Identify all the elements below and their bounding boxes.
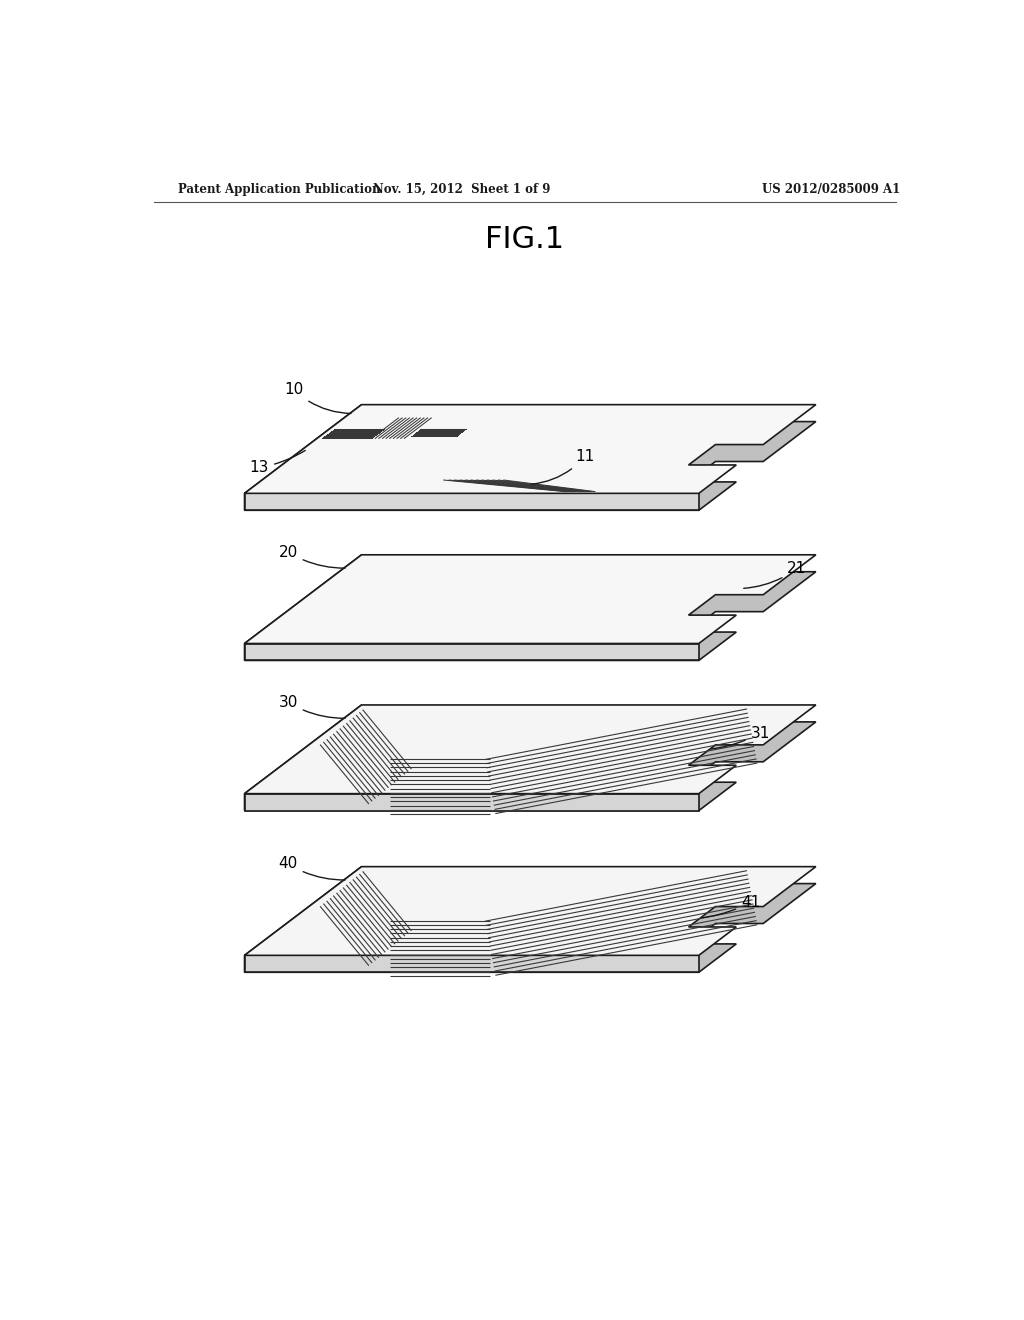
Polygon shape	[245, 644, 698, 660]
Text: FIG.1: FIG.1	[485, 224, 564, 253]
Polygon shape	[245, 572, 816, 660]
Polygon shape	[245, 554, 816, 644]
Polygon shape	[245, 705, 816, 793]
Polygon shape	[245, 494, 698, 511]
Text: 30: 30	[279, 694, 345, 718]
Polygon shape	[245, 405, 361, 511]
Text: 20: 20	[279, 545, 345, 568]
Text: 31: 31	[711, 726, 770, 748]
Text: Nov. 15, 2012  Sheet 1 of 9: Nov. 15, 2012 Sheet 1 of 9	[373, 182, 550, 195]
Polygon shape	[245, 793, 698, 810]
Polygon shape	[245, 421, 816, 511]
Text: 13: 13	[250, 450, 305, 475]
Text: US 2012/0285009 A1: US 2012/0285009 A1	[762, 182, 900, 195]
Polygon shape	[245, 956, 698, 973]
Polygon shape	[245, 867, 361, 973]
Text: 11: 11	[531, 449, 594, 484]
Text: 40: 40	[279, 857, 345, 880]
Polygon shape	[245, 722, 816, 810]
Text: 41: 41	[701, 895, 760, 917]
Polygon shape	[245, 867, 816, 956]
Text: 10: 10	[285, 383, 351, 413]
Polygon shape	[245, 405, 816, 494]
Polygon shape	[245, 554, 361, 660]
Text: 21: 21	[743, 561, 807, 589]
Text: Patent Application Publication: Patent Application Publication	[178, 182, 381, 195]
Polygon shape	[245, 883, 816, 973]
Polygon shape	[245, 705, 361, 810]
